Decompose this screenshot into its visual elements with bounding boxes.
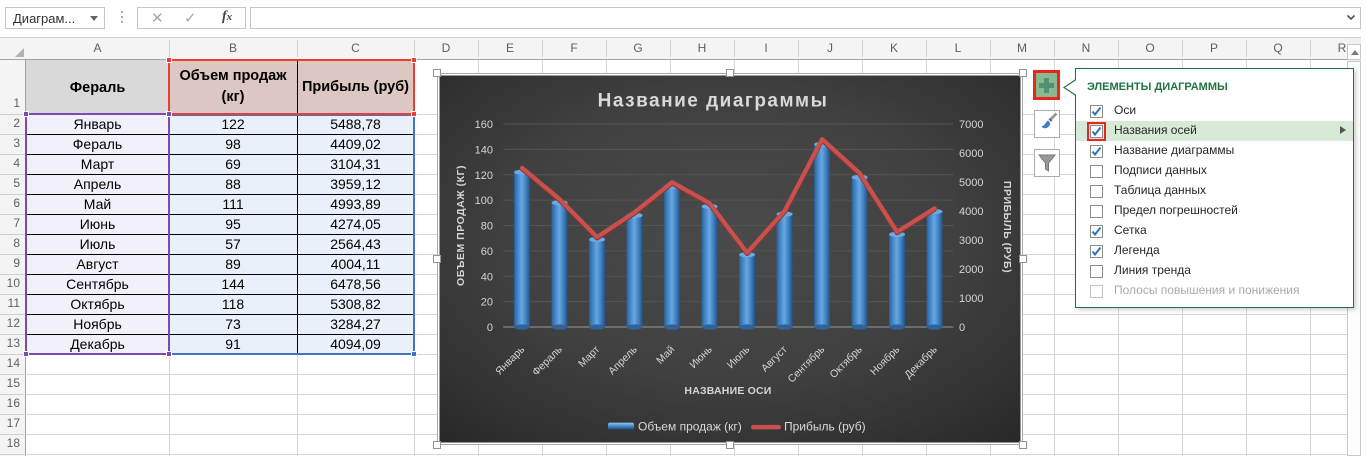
svg-text:2000: 2000 (959, 264, 983, 276)
svg-text:140: 140 (475, 144, 493, 156)
svg-text:40: 40 (481, 271, 493, 283)
svg-text:4000: 4000 (959, 206, 983, 218)
svg-text:120: 120 (475, 170, 493, 182)
svg-text:7000: 7000 (959, 119, 983, 131)
svg-text:0: 0 (487, 322, 493, 334)
svg-text:160: 160 (475, 119, 493, 131)
svg-text:20: 20 (481, 297, 493, 309)
svg-text:3000: 3000 (959, 235, 983, 247)
svg-text:ПРИБЫЛЬ (РУБ): ПРИБЫЛЬ (РУБ) (1001, 181, 1013, 273)
svg-text:0: 0 (959, 322, 965, 334)
svg-text:Прибыль (руб): Прибыль (руб) (784, 420, 866, 434)
svg-text:НАЗВАНИЕ ОСИ: НАЗВАНИЕ ОСИ (684, 385, 771, 397)
svg-text:100: 100 (475, 195, 493, 207)
svg-text:Объем продаж (кг): Объем продаж (кг) (638, 420, 742, 434)
svg-text:Название диаграммы: Название диаграммы (598, 91, 829, 112)
svg-text:60: 60 (481, 246, 493, 258)
svg-text:1000: 1000 (959, 293, 983, 305)
svg-text:ОБЪЕМ ПРОДАЖ (КГ): ОБЪЕМ ПРОДАЖ (КГ) (455, 165, 467, 286)
svg-text:80: 80 (481, 221, 493, 233)
svg-text:5000: 5000 (959, 177, 983, 189)
svg-text:6000: 6000 (959, 148, 983, 160)
